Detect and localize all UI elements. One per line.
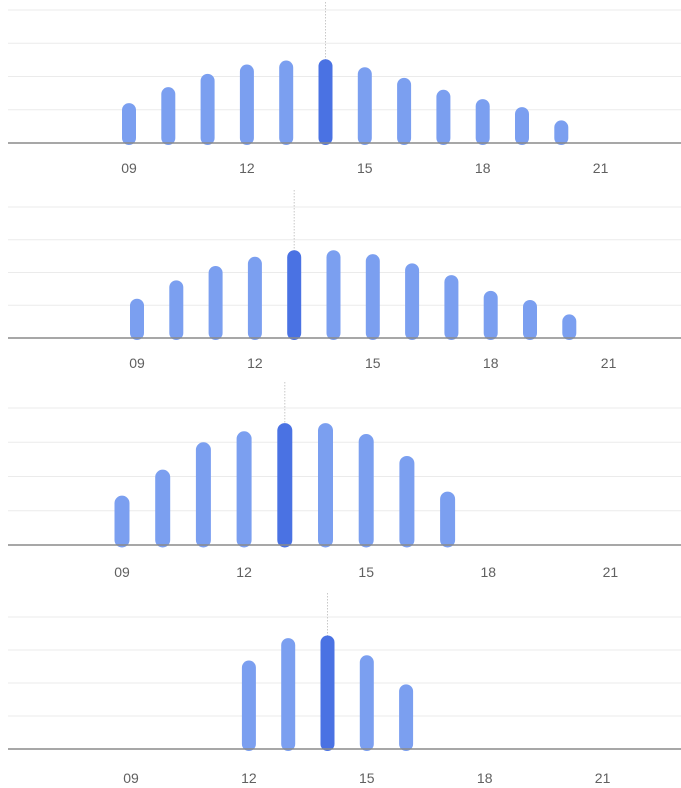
bar-hour-18 — [483, 290, 498, 340]
bar-hour-9 — [114, 495, 130, 548]
bar-hour-20 — [554, 120, 569, 145]
popular-times-chart-4: 09 12 15 18 21 — [8, 593, 681, 786]
bar-hour-10 — [161, 87, 176, 145]
bar-hour-17 — [440, 491, 456, 548]
bar-hour-9 — [122, 103, 136, 145]
bar-current-hour — [287, 250, 302, 340]
bar-hour-12 — [236, 431, 252, 548]
x-tick-label: 18 — [483, 355, 499, 371]
x-tick-label: 18 — [477, 770, 493, 786]
popular-times-chart-2: 09 12 15 18 21 — [8, 190, 681, 371]
bar-hour-11 — [208, 265, 223, 340]
x-tick-label: 09 — [129, 355, 145, 371]
bar-hour-18 — [475, 99, 490, 145]
x-tick-label: 15 — [365, 355, 381, 371]
bar-hour-16 — [405, 263, 420, 340]
bar-hour-14 — [326, 250, 341, 340]
bar-hour-17 — [436, 89, 451, 145]
x-tick-label: 12 — [247, 355, 263, 371]
x-tick-label: 21 — [601, 355, 617, 371]
bar-current-hour — [277, 423, 293, 548]
x-tick-label: 12 — [241, 770, 257, 786]
x-tick-label: 21 — [593, 160, 609, 176]
bar-current-hour — [318, 59, 333, 145]
x-tick-label: 12 — [239, 160, 255, 176]
bar-hour-16 — [397, 77, 412, 145]
bar-hour-17 — [444, 275, 459, 340]
bar-hour-12 — [241, 660, 256, 751]
x-tick-label: 21 — [603, 564, 619, 580]
bar-hour-15 — [365, 254, 380, 340]
bar-hour-12 — [239, 64, 254, 145]
x-tick-label: 18 — [481, 564, 497, 580]
bar-hour-20 — [562, 314, 577, 340]
bar-hour-16 — [399, 455, 415, 548]
x-tick-label: 21 — [595, 770, 611, 786]
bar-hour-11 — [195, 442, 211, 548]
bar-hour-10 — [155, 469, 171, 548]
bar-hour-15 — [358, 434, 374, 548]
bar-hour-11 — [200, 73, 215, 145]
x-tick-label: 15 — [357, 160, 373, 176]
bar-hour-15 — [359, 655, 374, 751]
x-tick-label: 18 — [475, 160, 491, 176]
bar-hour-15 — [357, 67, 372, 145]
bar-hour-12 — [247, 256, 262, 340]
x-tick-label: 09 — [123, 770, 139, 786]
bar-hour-14 — [318, 423, 333, 548]
bar-hour-19 — [523, 300, 537, 340]
x-tick-label: 12 — [236, 564, 252, 580]
bar-hour-16 — [399, 684, 414, 751]
bar-hour-13 — [279, 60, 294, 145]
bar-hour-9 — [130, 298, 144, 340]
x-tick-label: 09 — [114, 564, 130, 580]
popular-times-chart-1: 09 12 15 18 21 — [8, 2, 681, 176]
x-tick-label: 15 — [359, 770, 375, 786]
x-tick-label: 15 — [358, 564, 374, 580]
bar-hour-19 — [515, 107, 529, 145]
bar-current-hour — [320, 635, 335, 751]
bar-hour-10 — [169, 280, 184, 340]
popular-times-chart-3: 09 12 15 18 21 — [8, 382, 681, 580]
bar-hour-13 — [281, 638, 296, 751]
x-tick-label: 09 — [121, 160, 137, 176]
